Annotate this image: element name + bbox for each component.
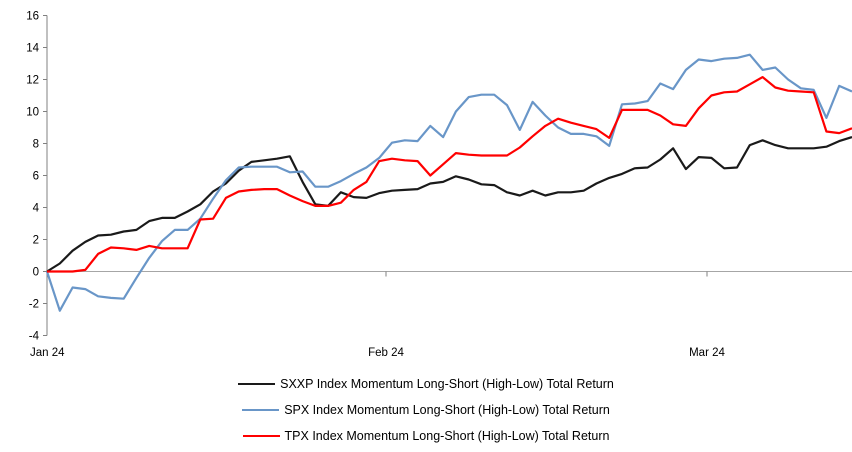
x-axis-label: Feb 24 bbox=[368, 347, 404, 359]
tpx-line-swatch bbox=[242, 435, 280, 437]
y-axis-tick-label: 2 bbox=[33, 235, 39, 247]
legend-item-sxxp: SXXP Index Momentum Long-Short (High-Low… bbox=[0, 371, 852, 397]
y-axis-tick-label: -2 bbox=[29, 299, 39, 311]
y-axis-tick-label: -4 bbox=[29, 331, 40, 343]
y-axis-tick-label: 4 bbox=[33, 203, 40, 215]
y-axis-tick-label: 10 bbox=[26, 107, 39, 119]
y-axis-tick-label: 12 bbox=[26, 75, 39, 87]
x-axis-label: Mar 24 bbox=[689, 347, 725, 359]
y-axis-tick-label: 14 bbox=[26, 43, 39, 55]
y-axis-tick-label: 6 bbox=[33, 171, 39, 183]
y-axis-tick-label: 8 bbox=[33, 139, 39, 151]
legend-label-tpx: TPX Index Momentum Long-Short (High-Low)… bbox=[284, 429, 610, 443]
x-axis-label: Jan 24 bbox=[30, 347, 65, 359]
series-line-tpx bbox=[47, 75, 852, 273]
y-axis-tick-label: 16 bbox=[26, 11, 39, 23]
legend-label-spx: SPX Index Momentum Long-Short (High-Low)… bbox=[284, 403, 610, 417]
sxxp-line-swatch bbox=[238, 383, 276, 385]
series-line-sxxp bbox=[46, 136, 852, 273]
legend-item-tpx: TPX Index Momentum Long-Short (High-Low)… bbox=[0, 423, 852, 449]
chart-legend: SXXP Index Momentum Long-Short (High-Low… bbox=[0, 371, 852, 449]
series-line-spx bbox=[45, 53, 852, 312]
legend-label-sxxp: SXXP Index Momentum Long-Short (High-Low… bbox=[280, 377, 614, 391]
spx-line-swatch bbox=[242, 409, 280, 411]
y-axis-tick-label: 0 bbox=[33, 267, 39, 279]
legend-item-spx: SPX Index Momentum Long-Short (High-Low)… bbox=[0, 397, 852, 423]
